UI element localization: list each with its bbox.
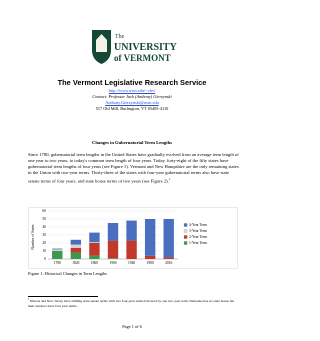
y-tick-label: 10 xyxy=(42,249,46,253)
logo-building xyxy=(96,34,107,52)
bar-segment xyxy=(107,223,119,241)
bar-segment xyxy=(70,252,82,259)
plot-frame xyxy=(28,207,238,269)
bar-segment xyxy=(163,257,174,259)
bar-segment xyxy=(89,242,100,243)
legend-swatch xyxy=(183,241,188,245)
y-tick-label: 30 xyxy=(42,233,46,237)
logo-text: of VERMONT xyxy=(114,53,171,63)
bar-segment xyxy=(70,244,82,248)
bar-segment xyxy=(144,219,156,256)
legend-swatch xyxy=(183,229,188,233)
footnote: 1 Illinois and New Jersey have shifting … xyxy=(28,298,240,308)
x-tick-label: 1780 xyxy=(54,261,61,265)
paragraph-text: Since 1780, gubernatorial term lengths i… xyxy=(28,152,239,184)
x-tick-label: 1980 xyxy=(147,261,154,265)
bar-segment xyxy=(70,247,82,253)
footnote-text: Illinois and New Jersey have shifting st… xyxy=(28,299,235,308)
y-tick-label: 0 xyxy=(44,257,46,261)
bar-segment xyxy=(52,251,63,259)
email[interactable]: Anthony.Gierzynski@uvm.edu xyxy=(105,100,159,105)
bar-segment xyxy=(107,258,119,259)
bar-segment xyxy=(163,219,174,258)
footnote-ref: 1 xyxy=(168,177,171,181)
legend-label: 3-Year Term xyxy=(189,229,207,233)
legend-label: 2-Year Term xyxy=(189,235,207,239)
page: The UNIVERSITY of VERMONT The Vermont Le… xyxy=(28,30,240,329)
bar-segment xyxy=(52,249,63,251)
bar-segment xyxy=(89,243,100,256)
heading: Changes in Gubernatorial Term Lengths xyxy=(92,140,172,145)
bar-segment xyxy=(144,255,156,259)
title: The Vermont Legislative Research Service xyxy=(57,78,207,87)
page-number: Page 1 of 6 xyxy=(122,324,142,329)
footnote-rule xyxy=(28,296,98,297)
logo: The UNIVERSITY of VERMONT xyxy=(92,30,178,64)
caption: Figure 1: Historical Changes in Term Len… xyxy=(28,271,107,276)
bar-segment xyxy=(107,240,119,259)
x-tick-label: 1820 xyxy=(72,261,79,265)
y-tick-label: 40 xyxy=(42,225,46,229)
logo-text: UNIVERSITY xyxy=(114,42,178,53)
address: 517 Old Mill, Burlington, VT 05405-4110 xyxy=(95,106,169,111)
x-tick-label: 1940 xyxy=(128,261,135,265)
url[interactable]: http://www.uvm.edu/~vlrs/ xyxy=(108,88,156,93)
chart: Number of States 0 10 20 30 40 50 60 1780 1820 18… xyxy=(28,207,238,269)
bar-segment xyxy=(52,248,63,250)
y-axis-label: Number of States xyxy=(31,224,35,250)
bar-segment xyxy=(70,239,82,245)
x-tick-label: 1900 xyxy=(109,261,116,265)
x-tick-label: 1860 xyxy=(91,261,98,265)
bar-segment xyxy=(126,240,137,259)
legend-swatch xyxy=(183,235,188,239)
contact: Contact: Professor Jack (Anthony) Gierzy… xyxy=(92,94,172,99)
legend-label: 1-Year Term xyxy=(189,241,207,245)
bar-segment xyxy=(126,220,137,241)
legend-label: 4-Year Term xyxy=(189,223,207,227)
paragraph: Since 1780, gubernatorial term lengths i… xyxy=(28,152,240,185)
bar-segment xyxy=(89,255,100,259)
bar-segment xyxy=(89,232,100,243)
legend-swatch xyxy=(183,223,188,227)
x-tick-label: 2016 xyxy=(165,261,172,265)
y-tick-label: 20 xyxy=(42,241,46,245)
y-tick-label: 60 xyxy=(42,209,46,213)
y-tick-label: 50 xyxy=(42,217,46,221)
logo-text: The xyxy=(115,34,125,40)
